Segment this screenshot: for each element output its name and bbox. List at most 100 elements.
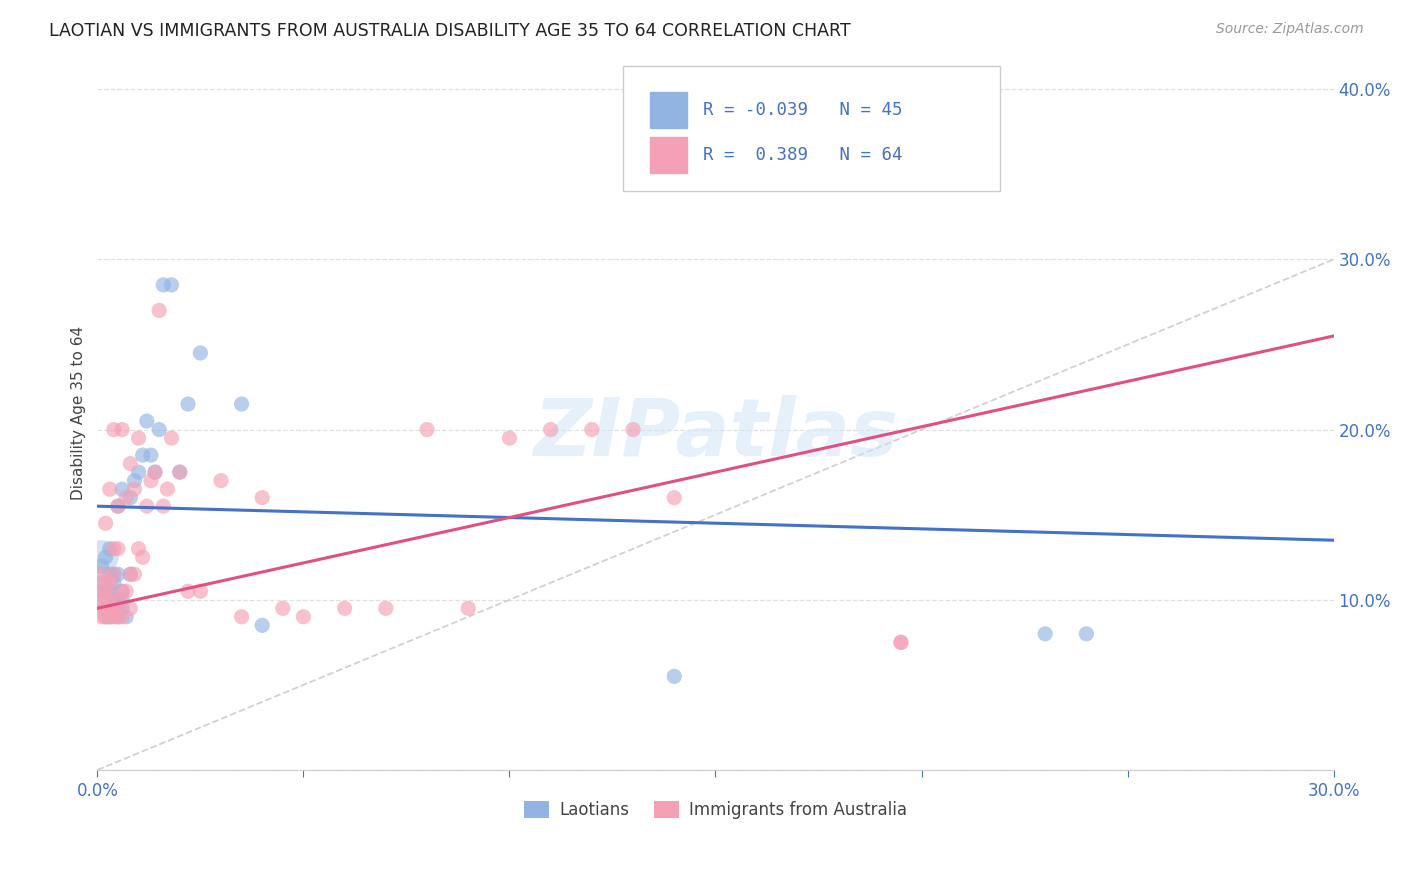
Point <box>98 601 121 615</box>
Point <box>131 550 153 565</box>
Point <box>111 592 134 607</box>
Point <box>103 601 125 615</box>
Point <box>621 423 644 437</box>
Point <box>94 516 117 531</box>
Point <box>94 601 117 615</box>
Point <box>152 499 174 513</box>
Bar <box>650 92 688 128</box>
Point <box>120 491 142 505</box>
Point <box>98 601 121 615</box>
Point <box>139 448 162 462</box>
Point <box>209 474 232 488</box>
Point <box>1076 627 1098 641</box>
Y-axis label: Disability Age 35 to 64: Disability Age 35 to 64 <box>72 326 86 500</box>
Point <box>124 474 146 488</box>
Point <box>107 567 129 582</box>
Point <box>90 592 112 607</box>
Point <box>169 465 191 479</box>
Point <box>664 669 686 683</box>
Point <box>457 601 479 615</box>
Point <box>120 567 142 582</box>
Point <box>103 541 125 556</box>
Point <box>581 423 603 437</box>
Point <box>94 601 117 615</box>
Point <box>94 592 117 607</box>
Point <box>98 584 121 599</box>
Point <box>190 346 212 360</box>
Point <box>98 541 121 556</box>
Point <box>143 465 166 479</box>
Point <box>107 499 129 513</box>
Point <box>333 601 356 615</box>
Point <box>124 482 146 496</box>
Point <box>90 550 112 565</box>
Point <box>107 541 129 556</box>
Point <box>111 601 134 615</box>
Point <box>94 609 117 624</box>
Point <box>103 601 125 615</box>
Point <box>190 584 212 599</box>
Point <box>94 584 117 599</box>
Text: LAOTIAN VS IMMIGRANTS FROM AUSTRALIA DISABILITY AGE 35 TO 64 CORRELATION CHART: LAOTIAN VS IMMIGRANTS FROM AUSTRALIA DIS… <box>49 22 851 40</box>
Point <box>111 584 134 599</box>
Point <box>271 601 294 615</box>
Point <box>103 567 125 582</box>
Text: R =  0.389   N = 64: R = 0.389 N = 64 <box>703 146 903 164</box>
Point <box>664 491 686 505</box>
Point <box>890 635 912 649</box>
Point <box>111 423 134 437</box>
Point <box>540 423 562 437</box>
Point <box>94 550 117 565</box>
Point <box>250 491 273 505</box>
Point <box>128 431 150 445</box>
Bar <box>650 137 688 173</box>
Point <box>90 584 112 599</box>
Legend: Laotians, Immigrants from Australia: Laotians, Immigrants from Australia <box>517 795 914 826</box>
Point <box>160 277 183 292</box>
Point <box>152 277 174 292</box>
Point <box>148 423 170 437</box>
Point <box>111 584 134 599</box>
Point <box>250 618 273 632</box>
Point <box>103 592 125 607</box>
Point <box>292 609 315 624</box>
Point <box>90 575 112 590</box>
Point <box>498 431 520 445</box>
Point <box>416 423 439 437</box>
Point <box>169 465 191 479</box>
Point <box>177 397 200 411</box>
Text: Source: ZipAtlas.com: Source: ZipAtlas.com <box>1216 22 1364 37</box>
Point <box>98 609 121 624</box>
Text: R = -0.039   N = 45: R = -0.039 N = 45 <box>703 101 903 120</box>
Point <box>107 592 129 607</box>
Point <box>128 465 150 479</box>
Point <box>156 482 179 496</box>
Point <box>90 567 112 582</box>
Point <box>90 609 112 624</box>
Point <box>94 609 117 624</box>
Point <box>115 491 138 505</box>
Point <box>135 499 157 513</box>
Point <box>120 567 142 582</box>
Point <box>103 575 125 590</box>
Point <box>107 609 129 624</box>
Point <box>120 457 142 471</box>
Text: ZIPatlas: ZIPatlas <box>533 395 898 473</box>
Point <box>107 592 129 607</box>
Point <box>103 423 125 437</box>
Point <box>143 465 166 479</box>
Point <box>107 499 129 513</box>
Point <box>120 601 142 615</box>
Point <box>890 635 912 649</box>
Point <box>131 448 153 462</box>
FancyBboxPatch shape <box>623 66 1000 191</box>
Point <box>111 482 134 496</box>
Point <box>115 584 138 599</box>
Point <box>98 482 121 496</box>
Point <box>135 414 157 428</box>
Point <box>231 397 253 411</box>
Point <box>231 609 253 624</box>
Point <box>98 609 121 624</box>
Point <box>94 584 117 599</box>
Point <box>115 609 138 624</box>
